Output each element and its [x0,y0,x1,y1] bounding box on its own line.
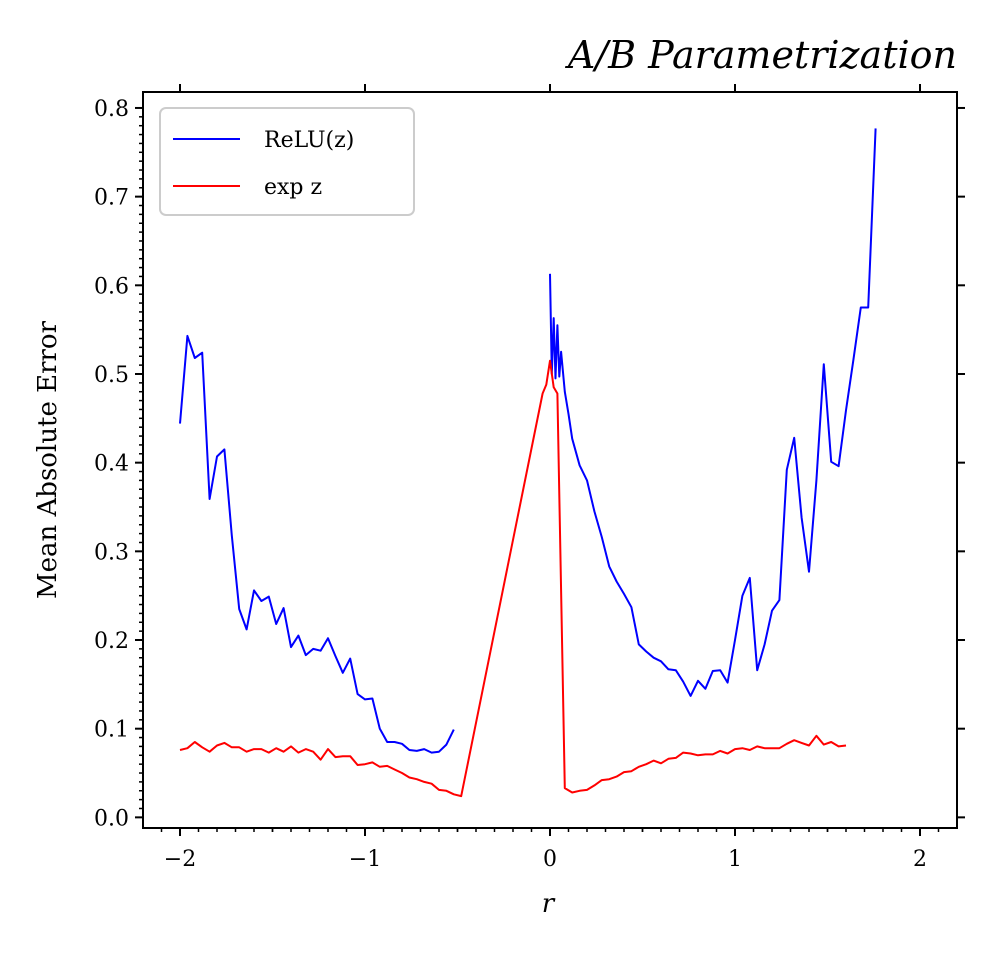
legend-label-relu: ReLU(z) [264,128,354,153]
y-tick-label: 0.0 [94,806,129,831]
y-tick-label: 0.3 [94,540,129,565]
x-tick-label: 2 [913,847,927,872]
y-tick-label: 0.6 [94,274,129,299]
x-tick-label: 0 [543,847,557,872]
y-tick-label: 0.4 [94,452,129,477]
axis-ticks: −2 −1 0 1 2 0.0 0.1 0.2 0.3 0.4 0.5 0.6 0.7 0.8 [94,84,965,872]
legend-box [159,107,415,216]
y-tick-label: 0.8 [94,97,129,122]
x-tick-label: −1 [349,847,381,872]
series-group [179,128,877,798]
series-line-1 [549,128,877,697]
x-axis-label: r [542,889,556,919]
y-axis-label: Mean Absolute Error [33,320,63,599]
x-tick-label: 1 [728,847,742,872]
plot-area: −2 −1 0 1 2 0.0 0.1 0.2 0.3 0.4 0.5 0.6 0.7 0.8 [94,84,965,872]
y-tick-label: 0.7 [94,186,129,211]
series-line-2 [179,359,847,798]
y-tick-label: 0.5 [94,363,129,388]
legend: ReLU(z) exp z [159,107,415,216]
chart-title: A/B Parametrization [565,33,957,77]
series-line-0 [179,334,455,754]
y-tick-label: 0.2 [94,629,129,654]
y-tick-label: 0.1 [94,718,129,743]
x-tick-label: −2 [164,847,196,872]
legend-label-exp: exp z [264,175,322,200]
